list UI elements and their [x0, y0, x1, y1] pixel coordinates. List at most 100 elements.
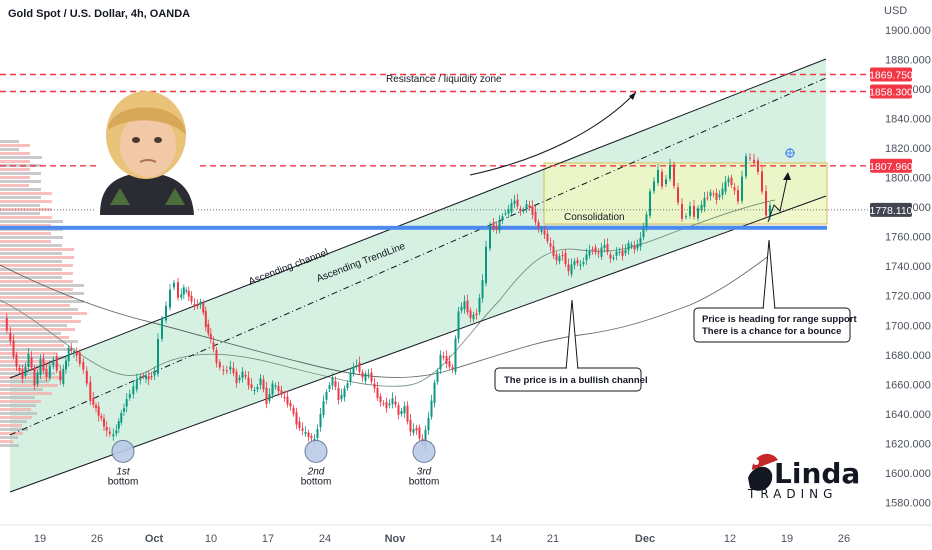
volume-profile-bar [0, 380, 49, 383]
volume-profile-bar [0, 388, 43, 391]
volume-profile-bar [0, 404, 36, 407]
resistance-zone-label: Resistance / liquidity zone [386, 74, 502, 85]
candle-body [385, 401, 388, 409]
candle-body [349, 372, 352, 382]
candle-body [627, 243, 630, 251]
candle-body [463, 301, 466, 310]
candle-body [262, 379, 265, 390]
candle-body [618, 252, 621, 253]
candle-body [343, 388, 346, 398]
candle-body [253, 390, 256, 391]
candle-body [310, 436, 313, 439]
volume-profile-bar [0, 232, 51, 235]
price-tag-label: 1869.750 [869, 70, 913, 82]
volume-profile-bar [0, 432, 23, 435]
volume-profile-bar [0, 196, 41, 199]
chart-title: Gold Spot / U.S. Dollar, 4h, OANDA [8, 8, 190, 20]
volume-profile-bar [0, 276, 62, 279]
candle-body [661, 171, 663, 187]
candle-body [388, 403, 391, 406]
candle-body [78, 352, 81, 364]
candle-body [706, 197, 709, 199]
candle-body [693, 205, 695, 217]
candle-body [238, 377, 241, 381]
candle-body [247, 377, 250, 386]
candle-body [561, 255, 564, 257]
volume-profile-bar [0, 304, 70, 307]
price-tag-label: 1807.960 [869, 161, 913, 173]
candle-body [730, 177, 733, 185]
volume-profile-bar [0, 168, 30, 171]
candle-body [185, 290, 188, 292]
candle-body [528, 205, 531, 208]
projection-arrow-upper-head [629, 92, 636, 100]
candle-body [229, 366, 232, 370]
callout-bullish-channel-text: The price is in a bullish channel [504, 375, 648, 386]
candle-body [379, 396, 382, 403]
candle-body [469, 310, 472, 318]
candle-body [95, 405, 97, 409]
candle-body [190, 295, 193, 302]
bottom-marker-circle [111, 439, 135, 463]
candle-body [337, 387, 340, 400]
candle-body [5, 317, 8, 331]
volume-profile-bar [0, 152, 30, 155]
candle-body [757, 160, 759, 172]
volume-profile [0, 140, 87, 447]
candle-body [457, 311, 460, 339]
logo-line1: Linda [774, 457, 860, 490]
volume-profile-bar [0, 324, 67, 327]
candle-body [59, 370, 62, 381]
volume-profile-bar [0, 236, 63, 239]
candle-body [250, 384, 253, 388]
candle-body [685, 216, 687, 218]
candle-body [115, 430, 118, 434]
candle-body [597, 252, 600, 254]
y-tick-label: 1640.000 [885, 409, 931, 421]
candle-body [373, 383, 376, 389]
candle-body [202, 302, 205, 313]
x-tick-label: 24 [319, 533, 331, 545]
candle-body [75, 351, 78, 356]
candle-body [135, 379, 138, 390]
candle-body [235, 371, 238, 384]
candle-body [196, 305, 199, 307]
candle-body [600, 247, 603, 257]
candle-body [507, 209, 510, 214]
candle-body [180, 294, 183, 298]
candle-body [36, 372, 39, 385]
candle-body [504, 213, 507, 215]
x-tick-label: 21 [547, 533, 559, 545]
candle-body [639, 237, 642, 247]
candle-body [753, 159, 755, 163]
y-tick-label: 1700.000 [885, 320, 931, 332]
candle-body [112, 434, 115, 437]
candle-body [85, 370, 88, 384]
candle-body [400, 410, 403, 414]
price-tag [870, 158, 912, 173]
candle-body [689, 206, 691, 216]
volume-profile-bar [0, 200, 52, 203]
volume-profile-bar [0, 308, 78, 311]
volume-profile-bar [0, 420, 27, 423]
volume-profile-bar [0, 384, 58, 387]
volume-profile-bar [0, 148, 19, 151]
projection-zigzag-head [783, 172, 791, 180]
candle-body [132, 386, 135, 395]
candle-body [430, 400, 433, 417]
volume-profile-bar [0, 332, 61, 335]
x-tick-label: 14 [490, 533, 502, 545]
candle-body [765, 191, 767, 216]
volume-profile-bar [0, 184, 29, 187]
candle-body [70, 348, 73, 351]
candle-body [769, 205, 771, 217]
candle-body [633, 245, 636, 250]
candle-body [108, 431, 111, 434]
candle-body [322, 401, 325, 416]
candle-body [567, 264, 570, 272]
y-tick-label: 1580.000 [885, 498, 931, 510]
candle-body [331, 377, 334, 386]
candle-body [271, 383, 274, 395]
candle-body [442, 356, 445, 358]
candle-body [424, 429, 427, 449]
